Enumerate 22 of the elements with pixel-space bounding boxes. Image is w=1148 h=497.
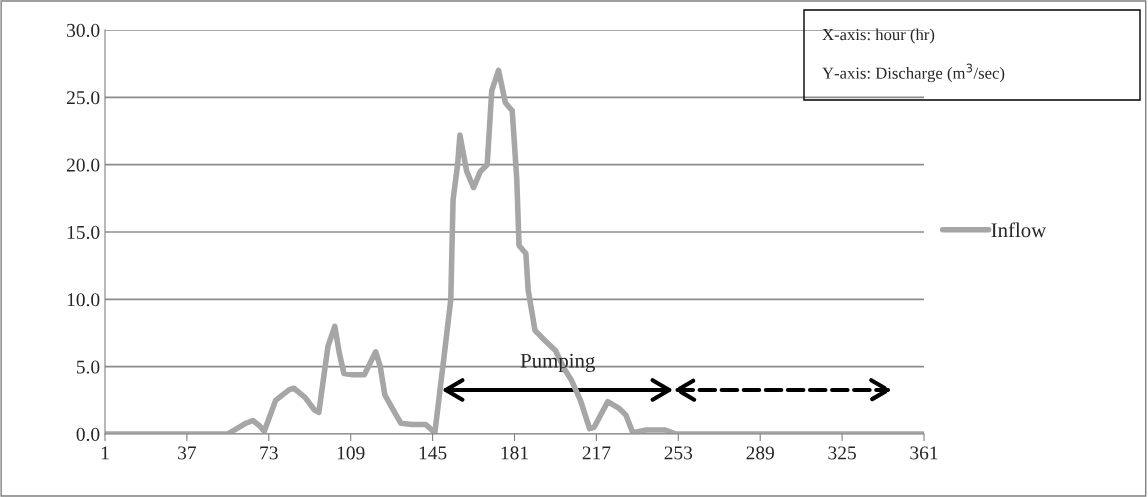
y-tick-label: 15.0 — [67, 225, 100, 240]
x-tick-label: 181 — [501, 446, 528, 460]
legend-label: Inflow — [991, 222, 1047, 238]
y-tick-label: 5.0 — [76, 360, 100, 374]
y-tick-label: 25.0 — [66, 91, 100, 105]
y-tick-label: 30.0 — [67, 23, 100, 38]
y-tick-label: 10.0 — [67, 293, 100, 307]
y-tick-label: 20.0 — [66, 158, 100, 172]
x-tick-label: 109 — [337, 446, 365, 460]
annotation: Pumping — [520, 353, 595, 373]
x-tick-label: 289 — [746, 446, 774, 460]
x-tick-label: 325 — [828, 446, 856, 460]
x-tick-label: 73 — [260, 446, 278, 460]
annotation: X-axis: hour (hr) — [822, 28, 935, 44]
annotation: Y-axis: Discharge (m$^{3}$/sec) — [822, 63, 1005, 83]
x-tick-label: 37 — [178, 446, 197, 460]
x-tick-label: 145 — [419, 446, 447, 460]
x-tick-label: 361 — [910, 446, 938, 460]
x-tick-label: 1 — [101, 446, 109, 460]
y-tick-label: 0.0 — [76, 427, 100, 442]
x-tick-label: 253 — [664, 446, 693, 460]
x-tick-label: 217 — [582, 446, 611, 460]
